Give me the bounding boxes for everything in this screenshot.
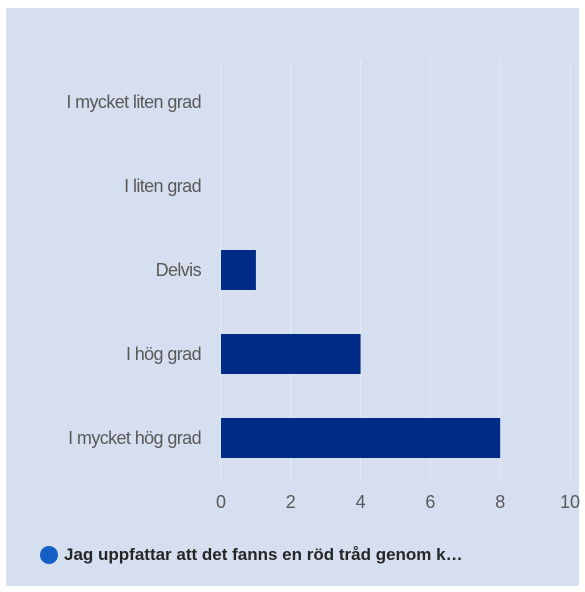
x-tick-label: 8 bbox=[495, 492, 505, 512]
category-label: I liten grad bbox=[124, 176, 201, 196]
bar bbox=[221, 334, 361, 374]
x-tick-label: 2 bbox=[286, 492, 296, 512]
x-tick-label: 4 bbox=[356, 492, 366, 512]
category-label: I mycket liten grad bbox=[66, 92, 201, 112]
legend: Jag uppfattar att det fanns en röd tråd … bbox=[40, 540, 463, 570]
category-labels: I mycket liten grad I liten grad Delvis I h… bbox=[66, 92, 202, 448]
chart-panel bbox=[6, 8, 579, 586]
x-tick-labels: 0 2 4 6 8 10 bbox=[216, 492, 580, 512]
x-tick-label: 6 bbox=[425, 492, 435, 512]
bar bbox=[221, 250, 256, 290]
x-tick-label: 10 bbox=[560, 492, 580, 512]
legend-label: Jag uppfattar att det fanns en röd tråd … bbox=[64, 545, 463, 564]
category-label: Delvis bbox=[156, 260, 202, 280]
bars bbox=[221, 250, 501, 458]
bar bbox=[221, 418, 501, 458]
category-label: I hög grad bbox=[126, 344, 201, 364]
legend-marker-icon bbox=[40, 546, 58, 564]
category-label: I mycket hög grad bbox=[68, 428, 201, 448]
x-tick-label: 0 bbox=[216, 492, 226, 512]
gridlines bbox=[220, 60, 571, 480]
